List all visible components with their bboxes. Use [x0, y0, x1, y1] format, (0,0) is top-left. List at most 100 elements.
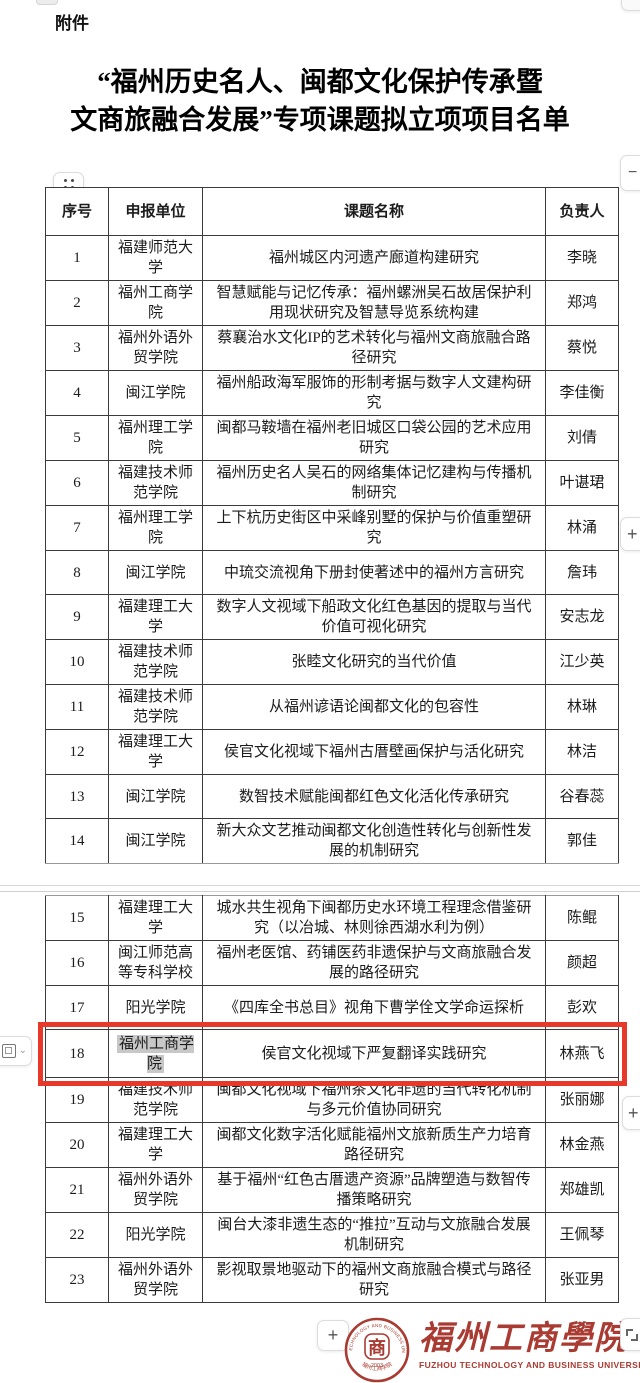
topic-cell: 智慧赋能与记忆传承：福州螺洲吴石故居保护利用现状研究及智慧导览系统构建 [202, 280, 546, 326]
university-name-chinese: 福州工商學院 [419, 1321, 629, 1357]
leader-cell: 彭欢 [545, 985, 619, 1030]
leader-cell: 江少英 [545, 639, 619, 685]
row-no-cell: 2 [45, 280, 109, 326]
unit-cell: 福建理工大学 [108, 729, 203, 775]
topic-cell: 福州船政海军服饰的形制考据与数字人文建构研究 [202, 370, 546, 416]
row-no-cell: 20 [45, 1122, 109, 1168]
unit-cell: 阳光学院 [108, 985, 203, 1030]
clipped-top-left-button[interactable] [36, 0, 58, 5]
university-name-english: FUZHOU TECHNOLOGY AND BUSINESS UNIVERSIT… [419, 1360, 640, 1370]
topic-cell: 闽台大漆非遗生态的“推拉”互动与文旅融合发展机制研究 [202, 1212, 546, 1258]
fullscreen-button[interactable] [620, 1318, 640, 1351]
row-no-cell: 7 [45, 505, 109, 551]
header-cell-unit: 申报单位 [108, 187, 203, 236]
expand-corners-icon [626, 1328, 638, 1341]
seal-year: 2003 [371, 1363, 383, 1369]
row-no-cell: 6 [45, 460, 109, 506]
unit-cell: 闽江学院 [108, 774, 203, 819]
table-row: 10 福建技术师范学院 张睦文化研究的当代价值 江少英 [45, 639, 619, 685]
block-options-button[interactable]: ⌄ [0, 1036, 32, 1066]
row-no-cell: 16 [45, 940, 109, 986]
topic-cell: 福州老医馆、药铺医药非遗保护与文商旅融合发展的路径研究 [202, 940, 546, 986]
topic-cell: 张睦文化研究的当代价值 [202, 639, 546, 685]
insert-row-button-upper[interactable]: + [620, 517, 640, 551]
unit-cell: 福建理工大学 [108, 594, 203, 640]
unit-cell: 福州理工学院 [108, 505, 203, 551]
leader-cell: 谷春蕊 [545, 774, 619, 819]
topic-cell: 福州历史名人吴石的网络集体记忆建构与传播机制研究 [202, 460, 546, 506]
topic-cell: 闽都文化数字活化赋能福州文旅新质生产力培育路径研究 [202, 1122, 546, 1168]
leader-cell: 郑鸿 [545, 280, 619, 326]
topic-cell: 闽都马鞍墙在福州老旧城区口袋公园的艺术应用研究 [202, 415, 546, 461]
topic-cell: 蔡襄治水文化IP的艺术转化与福州文商旅融合路径研究 [202, 325, 546, 371]
topic-cell: 侯官文化视域下严复翻译实践研究 [202, 1029, 546, 1078]
row-no-cell: 8 [45, 550, 109, 595]
document-title: “福州历史名人、闽都文化保护传承暨 文商旅融合发展”专项课题拟立项项目名单 [0, 63, 640, 139]
table-row: 20 福建理工大学 闽都文化数字活化赋能福州文旅新质生产力培育路径研究 林金燕 [45, 1122, 619, 1168]
topic-cell: 从福州谚语论闽都文化的包容性 [202, 684, 546, 730]
projects-table-page-2: 15 福建理工大学 城水共生视角下闽都历史水环境工程理念借鉴研究（以冶城、林则徐西湖… [37, 895, 627, 1303]
unit-cell: 福建师范大学 [108, 235, 203, 281]
title-line-1: “福州历史名人、闽都文化保护传承暨 [97, 67, 543, 97]
table-row: 2 福州工商学院 智慧赋能与记忆传承：福州螺洲吴石故居保护利用现状研究及智慧导览系统… [45, 280, 619, 326]
table-row: 11 福建技术师范学院 从福州谚语论闽都文化的包容性 林琳 [45, 684, 619, 730]
table-row: 15 福建理工大学 城水共生视角下闽都历史水环境工程理念借鉴研究（以冶城、林则徐西湖… [45, 895, 619, 941]
row-no-cell: 12 [45, 729, 109, 775]
clipped-top-right-button[interactable] [621, 0, 640, 11]
unit-cell: 福州工商学院 [108, 1029, 203, 1078]
topic-cell: 影视取景地驱动下的福州文商旅融合模式与路径研究 [202, 1257, 546, 1303]
topic-cell: 基于福州“红色古厝遗产资源”品牌塑造与数智传播策略研究 [202, 1167, 546, 1213]
leader-cell: 李佳衡 [545, 370, 619, 416]
table-row: 23 福州外语外贸学院 影视取景地驱动下的福州文商旅融合模式与路径研究 张亚男 [45, 1257, 619, 1303]
table-row: 4 闽江学院 福州船政海军服饰的形制考据与数字人文建构研究 李佳衡 [45, 370, 619, 416]
table-row: 14 闽江学院 新大众文艺推动闽都文化创造性转化与创新性发展的机制研究 郭佳 [45, 818, 619, 864]
unit-cell: 福建技术师范学院 [108, 1077, 203, 1123]
table-row: 16 闽江师范高等专科学校 福州老医馆、药铺医药非遗保护与文商旅融合发展的路径研究颜… [45, 940, 619, 986]
attachment-label: 附件 [55, 14, 89, 33]
unit-cell: 福建理工大学 [108, 895, 203, 941]
table-row: 17 阳光学院 《四库全书总目》视角下曹学佺文学命运探析 彭欢 [45, 985, 619, 1030]
table-row: 8 闽江学院 中琉交流视角下册封使著述中的福州方言研究 詹玮 [45, 550, 619, 595]
leader-cell: 张丽娜 [545, 1077, 619, 1123]
page-break-line [0, 885, 640, 886]
row-no-cell: 19 [45, 1077, 109, 1123]
unit-cell: 闽江师范高等专科学校 [108, 940, 203, 986]
topic-cell: 新大众文艺推动闽都文化创造性转化与创新性发展的机制研究 [202, 818, 546, 864]
topic-cell: 侯官文化视域下福州古厝壁画保护与活化研究 [202, 729, 546, 775]
unit-cell: 福州外语外贸学院 [108, 1257, 203, 1303]
table-row: 18 福州工商学院 侯官文化视域下严复翻译实践研究 林燕飞 [37, 1021, 627, 1086]
table-row: 9 福建理工大学 数字人文视域下船政文化红色基因的提取与当代价值可视化研究 安志龙 [45, 594, 619, 640]
unit-cell: 福建技术师范学院 [108, 684, 203, 730]
seal-emblem-character: 商 [368, 1337, 386, 1358]
selected-text: 福州工商学院 [116, 1034, 194, 1073]
unit-cell: 闽江学院 [108, 818, 203, 864]
row-no-cell: 10 [45, 639, 109, 685]
row-no-cell: 22 [45, 1212, 109, 1258]
leader-cell: 李晓 [545, 235, 619, 281]
leader-cell: 林涌 [545, 505, 619, 551]
leader-cell: 王佩琴 [545, 1212, 619, 1258]
unit-cell: 福州工商学院 [108, 280, 203, 326]
leader-cell: 郭佳 [545, 818, 619, 864]
leader-cell: 张亚男 [545, 1257, 619, 1303]
topic-cell: 闽都文化视域下福州茶文化非遗的当代转化机制与多元价值协同研究 [202, 1077, 546, 1123]
row-no-cell: 9 [45, 594, 109, 640]
row-no-cell: 3 [45, 325, 109, 371]
table-row: 6 福建技术师范学院 福州历史名人吴石的网络集体记忆建构与传播机制研究 叶谌珺 [45, 460, 619, 506]
leader-cell: 林燕飞 [545, 1029, 619, 1078]
table-row: 21 福州外语外贸学院 基于福州“红色古厝遗产资源”品牌塑造与数智传播策略研究 郑雄凯 [45, 1167, 619, 1213]
title-line-2: 文商旅融合发展”专项课题拟立项项目名单 [70, 105, 570, 135]
topic-cell: 中琉交流视角下册封使著述中的福州方言研究 [202, 550, 546, 595]
unit-cell: 福建技术师范学院 [108, 460, 203, 506]
table-row: 13 闽江学院 数智技术赋能闽都红色文化活化传承研究 谷春蕊 [45, 774, 619, 819]
leader-cell: 叶谌珺 [545, 460, 619, 506]
topic-cell: 城水共生视角下闽都历史水环境工程理念借鉴研究（以冶城、林则徐西湖水利为例） [202, 895, 546, 941]
insert-row-button-lower[interactable]: + [622, 1096, 640, 1130]
row-no-cell: 17 [45, 985, 109, 1030]
plus-icon: + [627, 523, 638, 544]
university-logotype: 福州工商學院 FUZHOU TECHNOLOGY AND BUSINESS UN… [419, 1320, 640, 1370]
leader-cell: 林洁 [545, 729, 619, 775]
table-row: 19 福建技术师范学院 闽都文化视域下福州茶文化非遗的当代转化机制与多元价值协同研究… [45, 1077, 619, 1123]
collapse-row-button[interactable]: − [620, 155, 640, 191]
unit-cell: 福州外语外贸学院 [108, 325, 203, 371]
